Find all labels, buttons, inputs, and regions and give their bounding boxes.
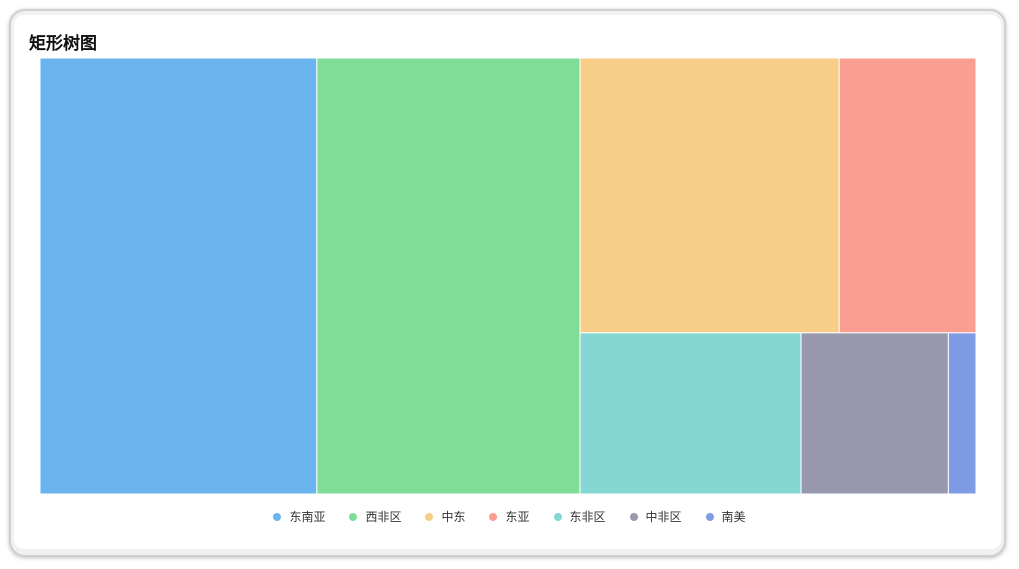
- treemap-node-3[interactable]: [838, 57, 977, 334]
- legend-item-0[interactable]: 东南亚: [273, 508, 325, 525]
- legend-item-4[interactable]: 东非区: [553, 508, 606, 525]
- treemap-node-4[interactable]: [579, 332, 802, 495]
- legend-marker-icon: [705, 512, 714, 521]
- legend-label: 南美: [721, 510, 746, 524]
- legend-label: 中东: [441, 510, 466, 524]
- legend-marker-icon: [425, 512, 434, 521]
- legend-item-2[interactable]: 中东: [425, 508, 465, 525]
- legend-item-1[interactable]: 西非区: [349, 508, 401, 525]
- legend-marker-icon: [629, 512, 638, 521]
- legend-label: 东南亚: [289, 510, 326, 524]
- treemap-node-2[interactable]: [579, 57, 840, 334]
- treemap-node-0[interactable]: [39, 57, 318, 495]
- legend-label: 东亚: [505, 510, 530, 524]
- legend-item-3[interactable]: 东亚: [489, 508, 530, 525]
- treemap-node-5[interactable]: [800, 332, 949, 495]
- legend-label: 东非区: [569, 510, 606, 524]
- legend-marker-icon: [489, 512, 498, 521]
- legend-label: 中非区: [645, 510, 682, 524]
- treemap-node-1[interactable]: [316, 57, 581, 495]
- chart-legend: 东南亚 西非区 中东 东亚 东非区 中非区 南美: [0, 508, 1019, 525]
- legend-item-6[interactable]: 南美: [705, 508, 746, 525]
- legend-label: 西非区: [365, 510, 402, 524]
- legend-item-5[interactable]: 中非区: [629, 508, 682, 525]
- chart-title: 矩形树图: [29, 34, 97, 54]
- legend-marker-icon: [553, 512, 562, 521]
- legend-marker-icon: [349, 512, 358, 521]
- legend-marker-icon: [273, 512, 282, 521]
- treemap-node-6[interactable]: [947, 332, 977, 495]
